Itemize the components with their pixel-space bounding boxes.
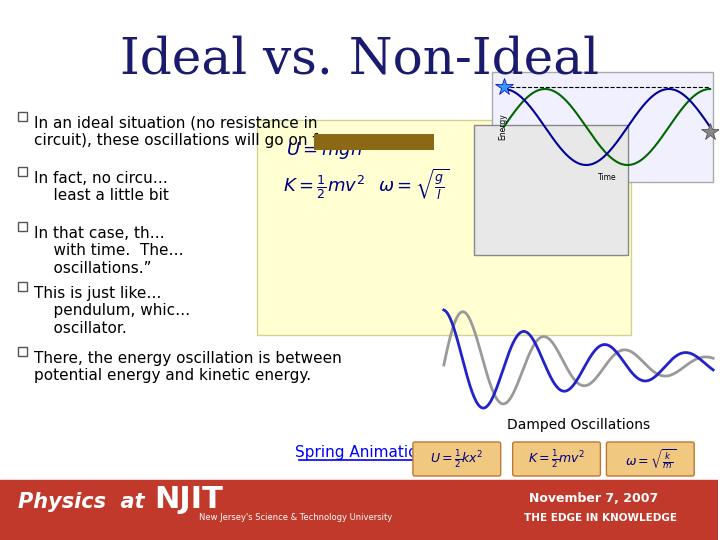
Bar <box>18 167 27 176</box>
Text: Energy: Energy <box>499 113 508 140</box>
Text: November 7, 2007: November 7, 2007 <box>528 491 658 504</box>
FancyBboxPatch shape <box>513 442 600 476</box>
FancyBboxPatch shape <box>606 442 694 476</box>
Bar <box>18 222 27 231</box>
Text: Physics  at: Physics at <box>18 492 145 512</box>
Text: In that case, th…
    with time.  The…
    oscillations.”: In that case, th… with time. The… oscill… <box>34 226 184 276</box>
Bar <box>0 480 718 540</box>
Text: In fact, no circu…
    least a little bit: In fact, no circu… least a little bit <box>34 171 168 204</box>
Text: In an ideal situation (no resistance in
circuit), these oscillations will go on : In an ideal situation (no resistance in … <box>34 116 371 148</box>
Text: Ideal vs. Non-Ideal: Ideal vs. Non-Ideal <box>120 35 598 84</box>
Bar <box>18 112 27 121</box>
Text: This is just like…
    pendulum, whic…
    oscillator.: This is just like… pendulum, whic… oscil… <box>34 286 190 336</box>
Bar <box>474 125 629 255</box>
Text: $\omega = \sqrt{\frac{k}{m}}$: $\omega = \sqrt{\frac{k}{m}}$ <box>624 447 676 471</box>
Text: THE EDGE IN KNOWLEDGE: THE EDGE IN KNOWLEDGE <box>523 513 677 523</box>
Text: Spring Animation: Spring Animation <box>295 444 427 460</box>
Text: $K = \frac{1}{2}mv^2$: $K = \frac{1}{2}mv^2$ <box>283 173 365 201</box>
Text: $U = \frac{1}{2}kx^2$: $U = \frac{1}{2}kx^2$ <box>430 448 484 470</box>
Bar <box>314 134 434 150</box>
Text: $\omega = \sqrt{\frac{g}{l}}$: $\omega = \sqrt{\frac{g}{l}}$ <box>378 166 449 202</box>
FancyBboxPatch shape <box>413 442 500 476</box>
Bar <box>18 282 27 291</box>
Bar <box>492 72 713 182</box>
Text: New Jersey's Science & Technology University: New Jersey's Science & Technology Univer… <box>199 514 392 523</box>
Bar <box>257 120 631 335</box>
Text: $U = mgh$: $U = mgh$ <box>286 139 362 161</box>
Text: Damped Oscillations: Damped Oscillations <box>507 418 650 432</box>
Text: $K = \frac{1}{2}mv^2$: $K = \frac{1}{2}mv^2$ <box>528 448 585 470</box>
Bar <box>18 347 27 356</box>
Text: There, the energy oscillation is between
potential energy and kinetic energy.: There, the energy oscillation is between… <box>34 351 342 383</box>
Text: Time: Time <box>598 173 616 182</box>
Text: NJIT: NJIT <box>155 485 223 515</box>
